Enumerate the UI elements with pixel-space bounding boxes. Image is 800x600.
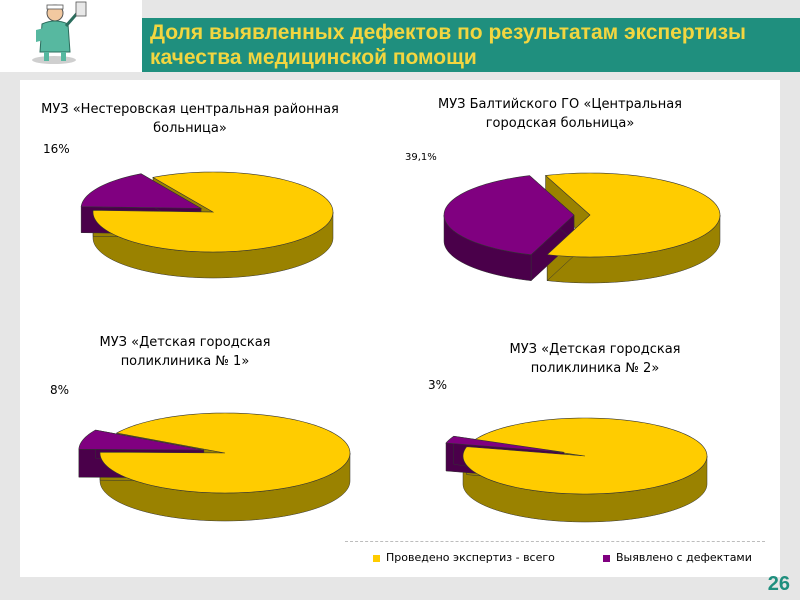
legend-label-defects: Выявлено с дефектами: [616, 551, 752, 564]
page-number: 26: [767, 573, 790, 595]
pie-slice-2-defects: [443, 175, 575, 256]
slide-title: Доля выявленных дефектов по результатам …: [150, 21, 746, 69]
pie-slice-4-total: [462, 417, 708, 495]
pie-chart-4: [445, 417, 708, 523]
pie-chart-2: [443, 172, 721, 284]
legend-item-total: Проведено экспертиз - всего: [373, 551, 555, 564]
pie-slice-2-total: [544, 172, 721, 258]
doctor-logo: [0, 0, 142, 72]
chart-title-4: МУЗ «Детская городская поликлиника № 2»: [509, 342, 681, 376]
chart-title-3: МУЗ «Детская городская поликлиника № 1»: [99, 335, 271, 369]
title-bar: [142, 18, 800, 72]
chart-title-2: МУЗ Балтийского ГО «Центральная городска…: [437, 97, 683, 131]
slice-label-4: 3%: [428, 378, 448, 392]
legend-swatch-total: [373, 554, 380, 562]
pie-slice-1-total: [92, 171, 334, 253]
slice-label-3: 8%: [50, 383, 70, 397]
legend-swatch-defects: [603, 554, 610, 562]
slice-label-1: 16%: [43, 142, 70, 156]
chart-title-1: МУЗ «Нестеровская центральная районная б…: [41, 102, 339, 136]
pie-chart-3: [78, 412, 351, 522]
legend-item-defects: Выявлено с дефектами: [603, 551, 752, 564]
pie-slice-1-defects: [80, 173, 203, 209]
legend-label-total: Проведено экспертиз - всего: [386, 551, 555, 564]
slice-label-2: 39,1%: [405, 152, 437, 163]
slide-header: Доля выявленных дефектов по результатам …: [0, 0, 800, 72]
pie-slice-4-defects: [445, 435, 565, 453]
doctor-icon: [32, 1, 87, 64]
pie-chart-1: [80, 171, 334, 279]
chart-legend: Проведено экспертиз - всего Выявлено с д…: [345, 541, 765, 566]
pie-slice-3-total: [99, 412, 351, 494]
pie-slice-3-defects: [78, 429, 204, 451]
